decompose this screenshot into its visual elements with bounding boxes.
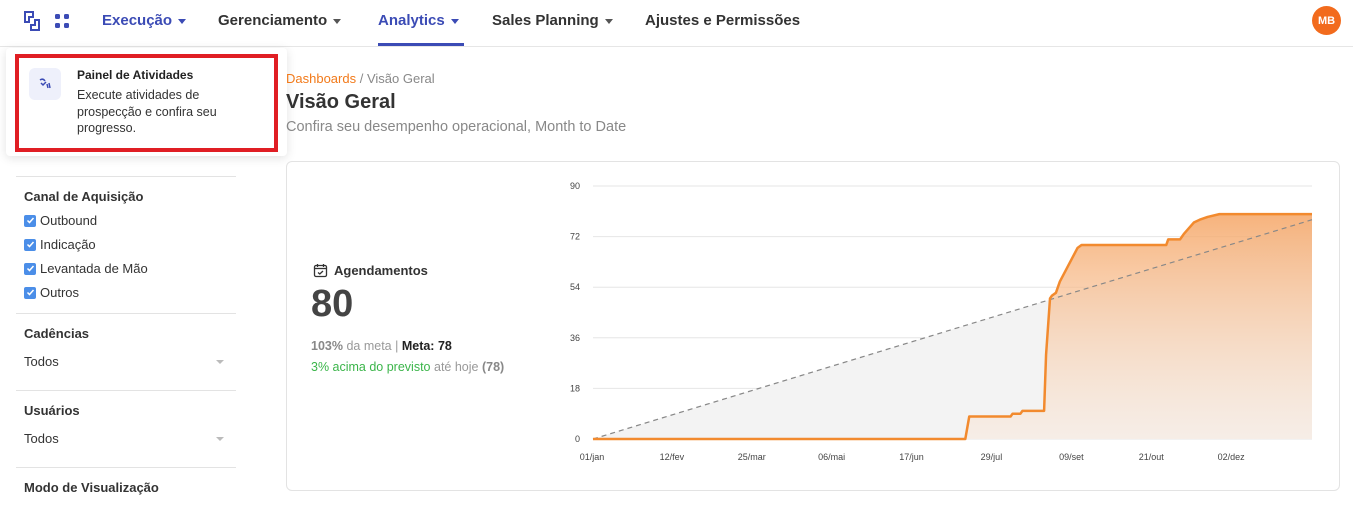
- x-tick-label: 17/jun: [899, 452, 924, 462]
- app-logo-icon[interactable]: [22, 10, 42, 32]
- kpi-ahead-suffix: até hoje: [430, 360, 482, 374]
- kpi-label-text: Agendamentos: [334, 263, 428, 278]
- dropdown-item-description: Execute atividades de prospecção e confi…: [77, 88, 217, 135]
- y-tick-label: 72: [570, 232, 580, 242]
- cadencias-select[interactable]: Todos: [24, 354, 224, 369]
- x-tick-label: 21/out: [1139, 452, 1165, 462]
- x-tick-label: 12/fev: [660, 452, 685, 462]
- execucao-dropdown-menu: [6, 48, 287, 156]
- divider: [16, 313, 236, 314]
- filter-title-cadencias: Cadências: [24, 326, 90, 341]
- checkbox-outros[interactable]: Outros: [24, 285, 79, 300]
- checkbox-outbound[interactable]: Outbound: [24, 213, 97, 228]
- checkbox-label: Indicação: [40, 237, 96, 252]
- x-tick-label: 29/jul: [981, 452, 1003, 462]
- checkbox-indicacao[interactable]: Indicação: [24, 237, 96, 252]
- kpi-ahead: 3% acima do previsto até hoje (78): [311, 360, 504, 374]
- x-tick-label: 01/jan: [580, 452, 605, 462]
- active-tab-indicator: [378, 43, 464, 46]
- y-tick-label: 18: [570, 383, 580, 393]
- highlight-box: [15, 54, 278, 152]
- checkbox-levantada-de-mao[interactable]: Levantada de Mão: [24, 261, 148, 276]
- dropdown-item-title[interactable]: Painel de Atividades: [77, 68, 194, 82]
- activity-signal-icon: [39, 78, 51, 89]
- y-tick-label: 36: [570, 333, 580, 343]
- usuarios-select[interactable]: Todos: [24, 431, 224, 446]
- nav-sales-planning-label: Sales Planning: [492, 12, 599, 29]
- agendamentos-area: [593, 214, 1312, 439]
- checkbox-checked-icon[interactable]: [24, 286, 36, 299]
- nav-analytics-label: Analytics: [378, 12, 445, 29]
- x-tick-label: 02/dez: [1218, 452, 1246, 462]
- chevron-down-icon: [216, 360, 224, 364]
- chevron-down-icon: [178, 19, 187, 24]
- divider: [16, 390, 236, 391]
- divider: [16, 467, 236, 468]
- calendar-check-icon: [313, 264, 328, 278]
- filter-title-canal: Canal de Aquisição: [24, 189, 144, 204]
- checkbox-label: Outbound: [40, 213, 98, 228]
- cadencias-select-value: Todos: [24, 354, 59, 369]
- kpi-label: Agendamentos: [313, 263, 428, 278]
- checkbox-checked-icon[interactable]: [24, 262, 36, 275]
- divider: [16, 176, 236, 177]
- kpi-pct-text: da meta |: [342, 339, 402, 353]
- nav-analytics[interactable]: Analytics: [378, 12, 459, 29]
- kpi-meta-target: Meta: 78: [401, 339, 452, 353]
- checkbox-checked-icon[interactable]: [24, 214, 36, 227]
- chevron-down-icon: [216, 437, 224, 441]
- x-tick-label: 09/set: [1059, 452, 1084, 462]
- agendamentos-line: [593, 212, 1312, 441]
- top-nav: Execução Gerenciamento Analytics Sales P…: [0, 0, 1353, 47]
- y-tick-label: 90: [570, 181, 580, 191]
- kpi-meta: 103% da meta | Meta: 78: [311, 339, 452, 353]
- chevron-down-icon: [604, 19, 613, 24]
- x-tick-label: 25/mar: [738, 452, 766, 462]
- breadcrumb: Dashboards / Visão Geral: [286, 71, 435, 86]
- checkbox-label: Levantada de Mão: [40, 261, 148, 276]
- breadcrumb-current: Visão Geral: [366, 71, 435, 86]
- filter-title-modo: Modo de Visualização: [24, 480, 159, 495]
- nav-execucao[interactable]: Execução: [102, 12, 187, 29]
- nav-ajustes-label: Ajustes e Permissões: [645, 12, 801, 29]
- agendamentos-chart: 0 18 36 54 72 90 01/jan 12/fev 25/mar 06/mai 17/j…: [570, 181, 1313, 462]
- kpi-value: 80: [311, 283, 354, 325]
- page-subtitle: Confira seu desempenho operacional, Mont…: [286, 119, 627, 135]
- page-title: Visão Geral: [286, 91, 396, 113]
- checkbox-label: Outros: [40, 285, 80, 300]
- apps-grid-icon[interactable]: [54, 13, 70, 29]
- kpi-ahead-value: (78): [481, 360, 505, 374]
- chevron-down-icon: [450, 19, 459, 24]
- nav-ajustes[interactable]: Ajustes e Permissões: [645, 12, 800, 29]
- nav-gerenciamento-label: Gerenciamento: [218, 12, 328, 29]
- kpi-ahead-text: 3% acima do previsto: [311, 360, 431, 374]
- nav-gerenciamento[interactable]: Gerenciamento: [218, 12, 342, 29]
- breadcrumb-separator: /: [356, 71, 367, 86]
- avatar[interactable]: MB: [1312, 6, 1341, 35]
- painel-atividades-icon[interactable]: [29, 68, 61, 100]
- nav-execucao-label: Execução: [102, 12, 173, 29]
- chevron-down-icon: [333, 19, 342, 24]
- usuarios-select-value: Todos: [24, 431, 59, 446]
- breadcrumb-link-dashboards[interactable]: Dashboards: [286, 71, 357, 86]
- y-tick-label: 0: [575, 434, 580, 444]
- y-tick-label: 54: [570, 282, 580, 292]
- nav-sales-planning[interactable]: Sales Planning: [492, 12, 613, 29]
- filter-title-usuarios: Usuários: [24, 403, 80, 418]
- x-tick-label: 06/mai: [818, 452, 845, 462]
- kpi-pct: 103%: [311, 339, 343, 353]
- checkbox-checked-icon[interactable]: [24, 238, 36, 251]
